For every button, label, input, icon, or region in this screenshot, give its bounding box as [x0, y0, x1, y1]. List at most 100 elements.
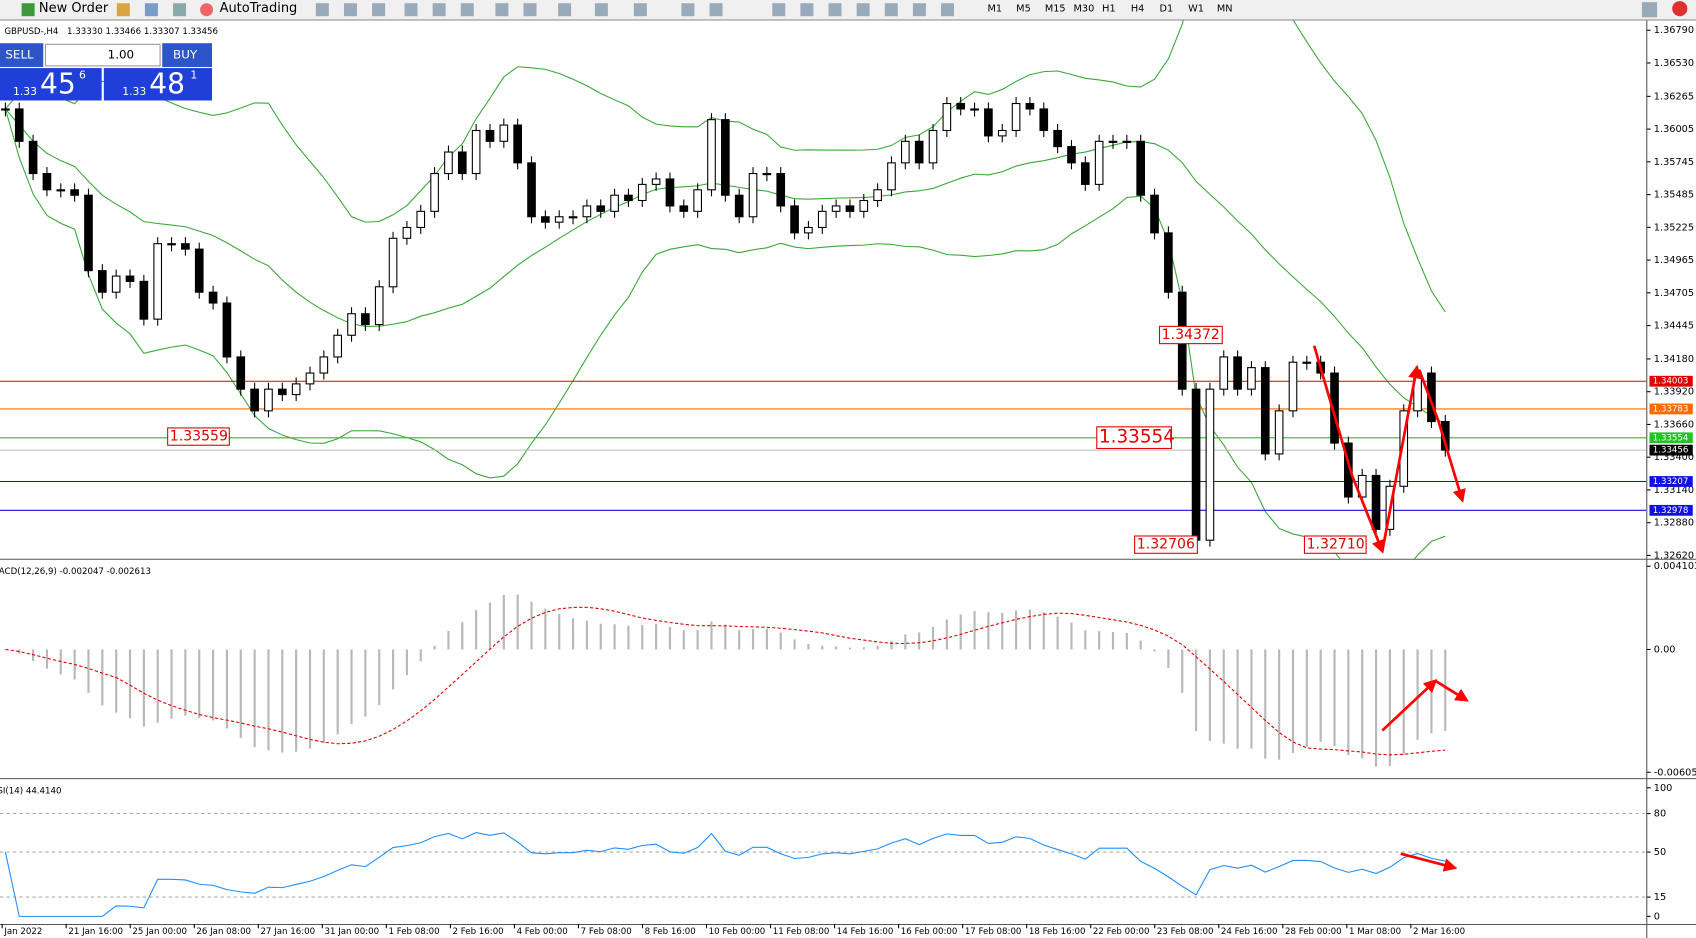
x-tick-label: 2 Mar 16:00: [1413, 927, 1465, 937]
timeframe-button[interactable]: M15: [1045, 4, 1066, 15]
search-icon[interactable]: [1641, 2, 1658, 18]
annotation-box: [1303, 535, 1367, 554]
icon[interactable]: [558, 3, 572, 17]
candle-body: [1440, 420, 1450, 451]
buy-button[interactable]: [162, 43, 212, 67]
annotation: 1.32706: [1137, 537, 1195, 553]
candle-body: [665, 178, 675, 207]
x-tick-label: 22 Feb 00:00: [1093, 927, 1150, 937]
candle-body: [804, 226, 813, 234]
candle-body: [887, 162, 896, 191]
timeframe-button[interactable]: M1: [988, 4, 1003, 15]
candle-body: [1053, 129, 1062, 148]
ask-box[interactable]: [103, 68, 212, 101]
y-tick-label: 1.35225: [1654, 222, 1694, 233]
x-tick-label: 11 Feb 08:00: [773, 927, 830, 937]
icon[interactable]: [372, 3, 386, 17]
icon[interactable]: [594, 3, 608, 17]
icon[interactable]: [144, 3, 158, 17]
icon[interactable]: [941, 3, 954, 17]
candle-body: [333, 334, 343, 358]
candle-body: [457, 151, 467, 175]
icon[interactable]: [828, 3, 842, 17]
candle-body: [153, 243, 163, 320]
icon[interactable]: [856, 3, 870, 17]
icon[interactable]: [709, 3, 723, 17]
icon[interactable]: [404, 3, 418, 17]
timeframe-button[interactable]: H1: [1102, 4, 1116, 15]
candle-body: [84, 194, 93, 272]
annotation: 1.33554: [1099, 427, 1175, 448]
macd-chart: [5, 594, 1447, 767]
candle-body: [1344, 442, 1353, 498]
timeframe-button[interactable]: M5: [1016, 4, 1031, 15]
y-tick-label: 1.36530: [1654, 58, 1694, 69]
icon[interactable]: [523, 3, 537, 17]
candle-body: [845, 205, 855, 212]
candle-body: [319, 356, 329, 374]
new-order-icon[interactable]: [21, 3, 35, 17]
price-level-tag: [1649, 504, 1693, 516]
candle-body: [997, 129, 1007, 137]
icon[interactable]: [173, 3, 187, 17]
candle-body: [956, 102, 966, 110]
x-tick-label: 2 Feb 16:00: [453, 927, 504, 937]
y-tick-label: 1.32880: [1654, 518, 1694, 529]
icon[interactable]: [460, 3, 474, 17]
price-level-tag: [1649, 375, 1693, 387]
toolbar: New Order AutoTrading M1 M5 M15 M30 H1 H4 D1 W1…: [0, 0, 1696, 20]
candle-body: [1067, 146, 1076, 164]
candle-body: [1191, 388, 1201, 541]
timeframe-button[interactable]: H4: [1131, 4, 1145, 15]
price-level-label: 1.33783: [1653, 404, 1689, 414]
y-tick-label: 1.34445: [1654, 321, 1694, 332]
autotrading-button[interactable]: AutoTrading: [220, 1, 298, 16]
sell-button[interactable]: [0, 43, 44, 67]
x-tick-label: 17 Feb 08:00: [965, 927, 1022, 937]
icon[interactable]: [912, 3, 926, 17]
icon[interactable]: [800, 3, 814, 17]
indicator-title: RSI(14) 44.4140: [0, 787, 62, 797]
candle-body: [1080, 162, 1090, 185]
candle-body: [817, 210, 827, 228]
price-level-label: 1.33554: [1653, 433, 1689, 443]
y-tick-label: 80: [1654, 809, 1666, 820]
timeframe-button[interactable]: D1: [1160, 4, 1174, 15]
candle-body: [181, 243, 190, 250]
bid-box[interactable]: [0, 68, 102, 101]
arrow: [1400, 852, 1458, 872]
y-tick-label: 0.00: [1654, 644, 1676, 655]
price-level-label: 1.34003: [1653, 377, 1689, 387]
icon[interactable]: [432, 3, 446, 17]
candle-body: [485, 129, 495, 142]
lot-input[interactable]: [44, 43, 161, 67]
icon[interactable]: [116, 3, 130, 17]
candle-body: [1288, 361, 1298, 412]
price-level-label: 1.33456: [1653, 446, 1689, 456]
new-order-button[interactable]: New Order: [39, 1, 109, 16]
y-tick-label: 1.33400: [1654, 452, 1694, 463]
icon[interactable]: [315, 3, 329, 17]
notification-icon[interactable]: [1672, 1, 1688, 17]
buy-label[interactable]: BUY: [173, 48, 198, 62]
x-tick-label: 14 Feb 16:00: [837, 927, 894, 937]
icon[interactable]: [884, 3, 898, 17]
lot-value[interactable]: 1.00: [108, 48, 134, 62]
timeframe-button[interactable]: M30: [1074, 4, 1095, 15]
candle-body: [28, 140, 38, 175]
timeframe-button[interactable]: W1: [1188, 4, 1204, 15]
icon[interactable]: [633, 3, 647, 17]
timeframe-button[interactable]: MN: [1217, 4, 1233, 15]
autotrading-icon[interactable]: [200, 3, 214, 17]
icon[interactable]: [681, 3, 695, 17]
candle-body: [167, 243, 176, 246]
icon[interactable]: [495, 3, 509, 17]
icon[interactable]: [772, 3, 786, 17]
candle-body: [194, 248, 204, 293]
icon[interactable]: [343, 3, 357, 17]
sell-label[interactable]: SELL: [5, 48, 34, 62]
x-tick-label: 31 Jan 00:00: [324, 927, 379, 937]
axes: 1.36790 1.36530 1.36265 1.36005 1.35745 1.354…: [0, 20, 1696, 938]
x-tick-label: 26 Jan 08:00: [196, 927, 251, 937]
